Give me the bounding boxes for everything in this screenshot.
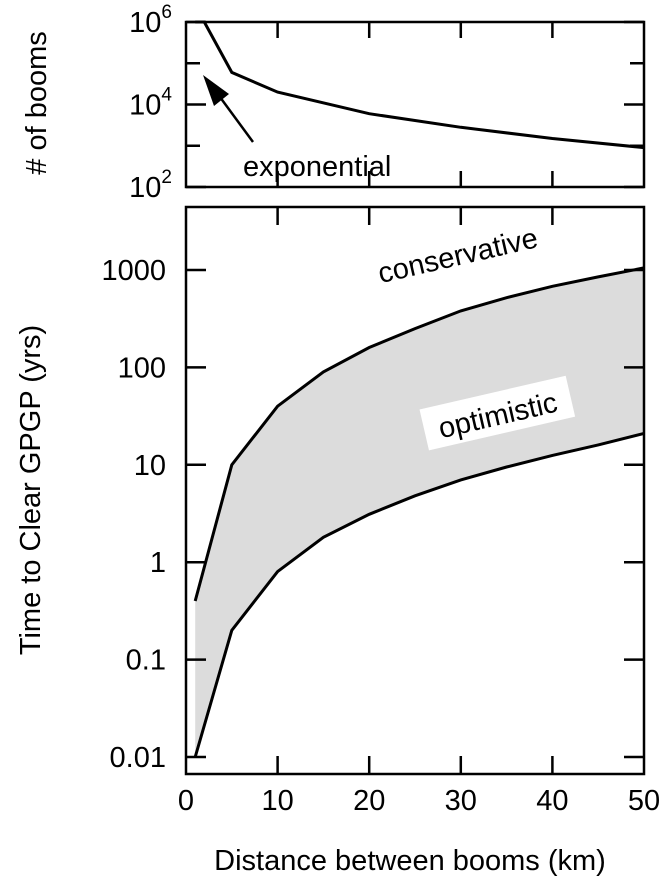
top-y-tick-label: 106 bbox=[129, 2, 172, 39]
bottom-y-tick-labels: 0.01 0.1 1 10 100 1000 bbox=[101, 255, 166, 774]
optimistic-series-line bbox=[193, 431, 645, 758]
bottom-y-axis-label: Time to Clear GPGP (yrs) bbox=[15, 325, 47, 655]
conservative-series-line bbox=[193, 266, 645, 602]
optimistic-label-background bbox=[419, 375, 576, 451]
exponential-series-line bbox=[195, 20, 645, 150]
bottom-y-ticks bbox=[186, 268, 644, 759]
bottom-x-tick-labels: 0 10 20 30 40 50 bbox=[178, 785, 660, 817]
conservative-annotation: conservative bbox=[375, 222, 541, 290]
bottom-y-tick-label: 0.1 bbox=[126, 645, 166, 677]
bottom-y-tick-label: 0.01 bbox=[110, 742, 166, 774]
bottom-plot-frame bbox=[184, 205, 646, 776]
top-y-axis-label: # of booms bbox=[21, 31, 53, 174]
bottom-x-ticks bbox=[276, 207, 554, 774]
bottom-panel: 0.01 0.1 1 10 100 1000 0 10 20 30 40 50 conservati… bbox=[15, 205, 660, 877]
exponential-annotation: exponential bbox=[243, 151, 391, 183]
bottom-y-tick-label: 100 bbox=[118, 352, 166, 384]
bottom-x-tick-label: 10 bbox=[261, 785, 293, 817]
bottom-x-tick-label: 0 bbox=[178, 785, 194, 817]
bottom-y-tick-label: 10 bbox=[134, 450, 166, 482]
top-y-tick-label: 102 bbox=[129, 167, 172, 204]
exponential-arrow-head bbox=[203, 75, 229, 106]
top-y-tick-label: 104 bbox=[129, 85, 172, 122]
top-y-tick-labels: 106 104 102 bbox=[129, 2, 172, 204]
bottom-y-tick-label: 1 bbox=[150, 547, 166, 579]
bottom-x-tick-label: 30 bbox=[445, 785, 477, 817]
bottom-x-tick-label: 20 bbox=[353, 785, 385, 817]
exponential-arrow-shaft bbox=[215, 92, 255, 143]
bottom-y-tick-label: 1000 bbox=[101, 255, 166, 287]
top-panel: 106 104 102 exponential # of booms bbox=[21, 2, 646, 204]
bottom-x-tick-label: 40 bbox=[536, 785, 568, 817]
x-axis-label: Distance between booms (km) bbox=[214, 845, 606, 877]
bottom-x-tick-label: 50 bbox=[628, 785, 660, 817]
range-band bbox=[195, 267, 644, 757]
